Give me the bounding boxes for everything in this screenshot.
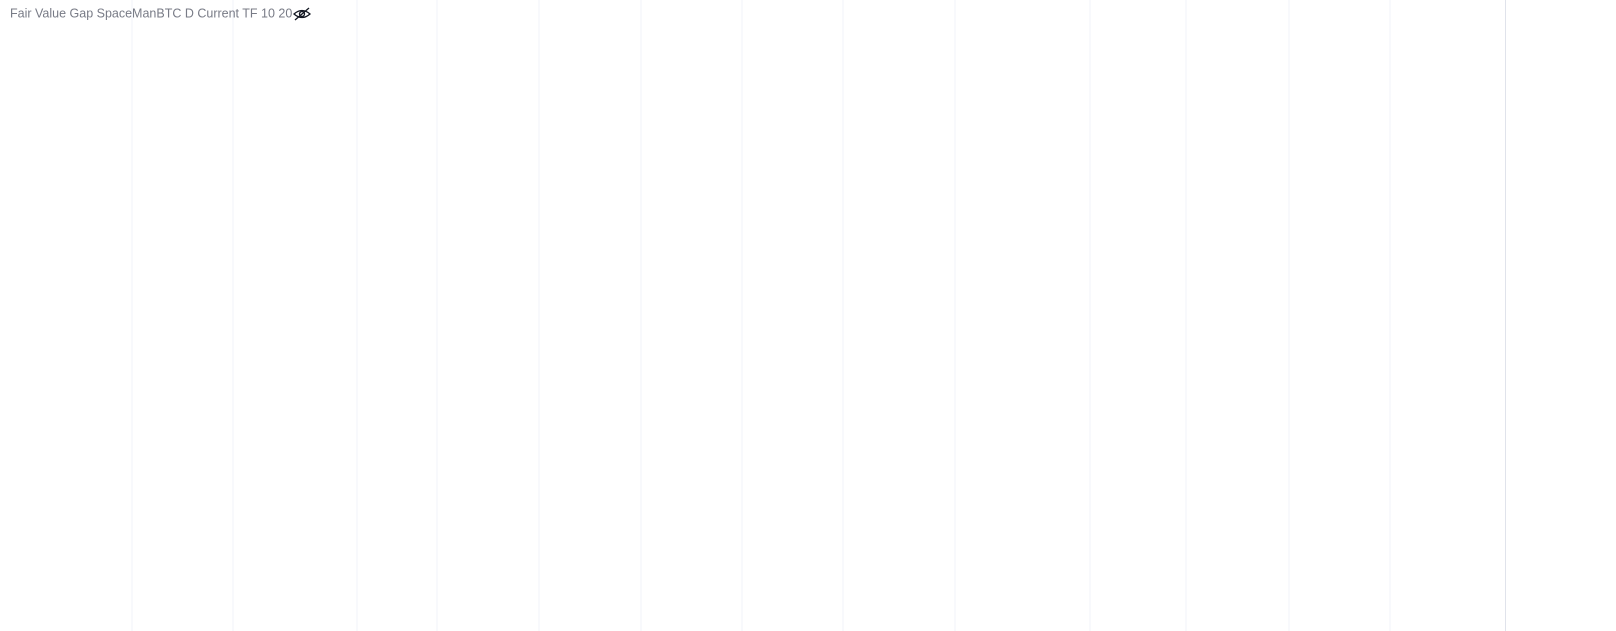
chart-title: Fair Value Gap SpaceManBTC D Current TF … bbox=[10, 6, 292, 20]
time-grid bbox=[131, 0, 1391, 631]
hide-icon[interactable] bbox=[293, 7, 311, 21]
